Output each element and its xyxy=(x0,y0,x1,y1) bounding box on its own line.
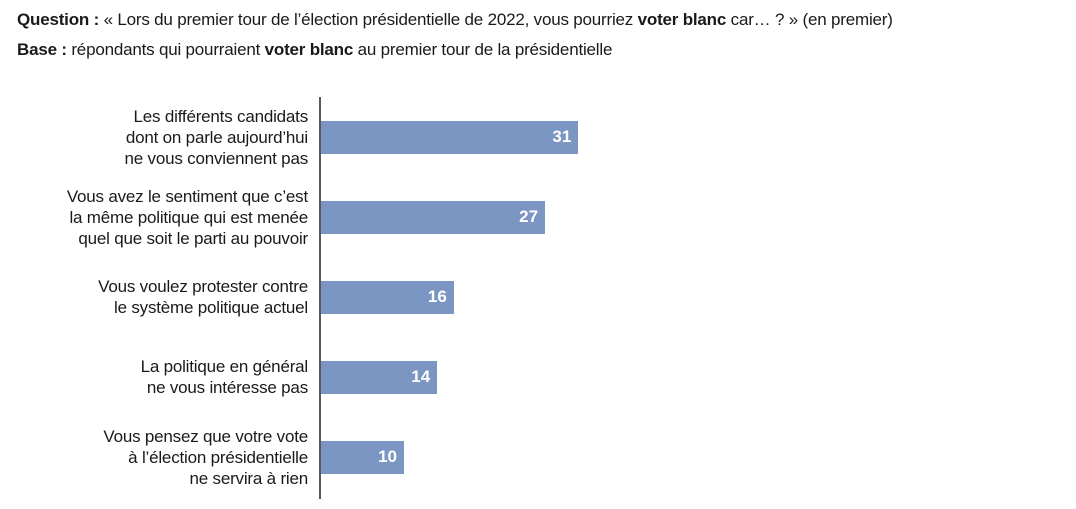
category-label: Vous avez le sentiment que c’est la même… xyxy=(66,186,308,248)
bar: 16 xyxy=(321,280,454,314)
bar: 10 xyxy=(321,440,404,474)
bar-value-label: 27 xyxy=(519,207,539,226)
chart-row: Les différents candidats dont on parle a… xyxy=(0,97,1076,177)
chart-header: Question : « Lors du premier tour de l’é… xyxy=(17,5,1067,65)
bar: 14 xyxy=(321,360,438,394)
question-text-bold: voter blanc xyxy=(637,10,727,29)
bar: 31 xyxy=(321,120,579,154)
question-text-1: « Lors du premier tour de l’élection pré… xyxy=(99,10,638,29)
category-label: La politique en général ne vous intéress… xyxy=(140,357,309,397)
category-label: Vous pensez que votre vote à l’élection … xyxy=(103,426,308,488)
bar: 27 xyxy=(321,200,546,234)
category-label: Vous voulez protester contre le système … xyxy=(98,277,308,317)
bar-value-label: 10 xyxy=(378,447,397,466)
base-text-1: répondants qui pourraient xyxy=(66,40,265,59)
bar-value-label: 14 xyxy=(411,367,431,386)
chart-row: Vous voulez protester contre le système … xyxy=(0,257,1076,337)
bar-chart: Les différents candidats dont on parle a… xyxy=(0,97,1076,501)
base-label: Base : xyxy=(17,40,67,59)
base-line: Base : répondants qui pourraient voter b… xyxy=(17,35,1067,65)
bar-value-label: 16 xyxy=(427,287,447,306)
chart-row: Vous avez le sentiment que c’est la même… xyxy=(0,177,1076,257)
chart-rows: Les différents candidats dont on parle a… xyxy=(0,97,1076,497)
y-axis-line xyxy=(319,97,321,499)
question-text-2: car… ? » (en premier) xyxy=(726,10,893,29)
chart-row: Vous pensez que votre vote à l’élection … xyxy=(0,417,1076,497)
category-label: Les différents candidats dont on parle a… xyxy=(124,106,309,168)
chart-row: La politique en général ne vous intéress… xyxy=(0,337,1076,417)
base-text-2: au premier tour de la présidentielle xyxy=(353,40,613,59)
bar-value-label: 31 xyxy=(552,127,572,146)
question-line: Question : « Lors du premier tour de l’é… xyxy=(17,5,1067,35)
base-text-bold: voter blanc xyxy=(264,40,354,59)
question-label: Question : xyxy=(17,10,100,29)
